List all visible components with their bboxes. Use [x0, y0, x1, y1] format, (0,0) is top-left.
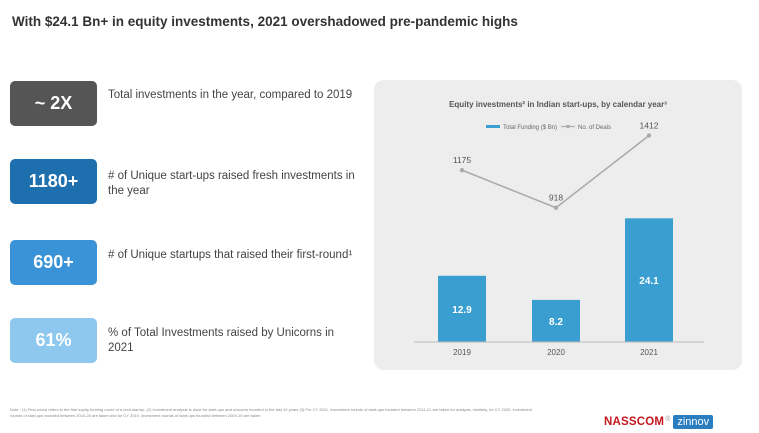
stat-description: Total investments in the year, compared …: [108, 89, 353, 101]
stat-value: 1180+: [28, 171, 79, 191]
logo-registered-mark: ®: [665, 415, 671, 423]
page-title: With $24.1 Bn+ in equity investments, 20…: [12, 14, 518, 29]
deals-point-2019: [459, 167, 465, 173]
bar-value-label: 24.1: [639, 276, 659, 287]
zinnov-logo: zinnov: [673, 415, 714, 429]
stat-value: ~ 2X: [34, 93, 73, 113]
legend-line-label: No. of Deals: [578, 125, 611, 131]
stat-description: # of Unique start-ups raised fresh inves…: [108, 170, 355, 197]
chart-title: Equity investments² in Indian start-ups,…: [449, 100, 667, 109]
bar-2021: [625, 218, 673, 342]
x-tick-label: 2019: [453, 348, 471, 357]
branding-logos: NASSCOM ® zinnov: [604, 414, 714, 430]
legend-bar-label: Total Funding ($ Bn): [503, 125, 557, 131]
x-tick-label: 2020: [547, 348, 565, 357]
footnote: Note : (1) First-round refers to the fir…: [10, 407, 532, 418]
x-tick-label: 2021: [640, 348, 658, 357]
deals-point-2021: [646, 133, 652, 138]
stat-box-unicorns: 61%: [10, 318, 97, 363]
bar-2019: [438, 275, 486, 342]
chart-svg: Equity investments² in Indian start-ups,…: [414, 100, 704, 357]
deals-value-label: 918: [549, 193, 563, 203]
bar-value-label: 12.9: [452, 305, 472, 316]
stat-description: # of Unique startups that raised their f…: [108, 249, 353, 261]
legend-line-marker: [566, 124, 570, 129]
stat-description: % of Total Investments raised by Unicorn…: [108, 327, 335, 354]
legend-bar-swatch: [486, 125, 500, 128]
stat-box-first-round: 690+: [10, 240, 97, 285]
deals-value-label: 1175: [453, 155, 472, 165]
nasscom-logo: NASSCOM: [604, 416, 665, 428]
stat-box-investments: ~ 2X: [10, 81, 97, 126]
deals-value-label: 1412: [640, 120, 659, 130]
stat-box-startups: 1180+: [10, 159, 97, 204]
bar-2020: [532, 299, 580, 342]
bar-value-label: 8.2: [549, 317, 563, 328]
deals-point-2020: [553, 205, 559, 210]
chart-panel: Equity investments² in Indian start-ups,…: [374, 80, 742, 370]
stat-value: 61%: [35, 330, 72, 350]
stat-value: 690+: [33, 252, 74, 272]
